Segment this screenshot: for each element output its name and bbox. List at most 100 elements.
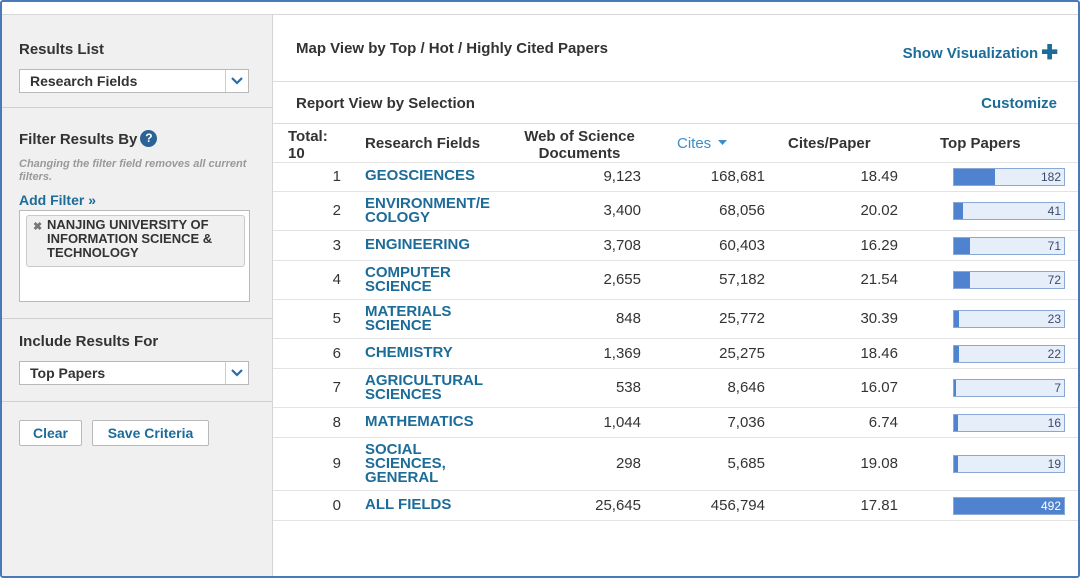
- table-row: 7 AGRICULTURAL SCIENCES 538 8,646 16.07 7: [273, 369, 1078, 408]
- top-papers-bar[interactable]: 16: [953, 414, 1065, 432]
- cites-cell: 7,036: [727, 414, 765, 431]
- documents-cell: 2,655: [603, 271, 641, 288]
- cites-cell: 8,646: [727, 379, 765, 396]
- rank-cell: 7: [332, 379, 341, 396]
- filter-note: Changing the filter field removes all cu…: [19, 158, 247, 183]
- top-papers-value: 22: [1047, 347, 1061, 361]
- top-papers-bar[interactable]: 492: [953, 497, 1065, 515]
- cites-per-paper-cell: 16.29: [860, 237, 898, 254]
- documents-cell: 538: [615, 379, 641, 396]
- top-papers-bar-fill: [954, 203, 963, 219]
- research-field-link[interactable]: ALL FIELDS: [365, 497, 505, 512]
- active-filters-box: ✖ NANJING UNIVERSITY OF INFORMATION SCIE…: [19, 210, 250, 302]
- research-field-line: AGRICULTURAL: [365, 372, 484, 389]
- top-papers-bar-fill: [954, 498, 1064, 514]
- research-field-line: ENVIRONMENT/E: [365, 195, 491, 212]
- cites-per-paper-cell: 21.54: [860, 271, 898, 288]
- research-field-line: SCIENCE: [365, 278, 432, 295]
- add-filter-link[interactable]: Add Filter »: [19, 192, 97, 208]
- research-field-link[interactable]: MATHEMATICS: [365, 414, 505, 429]
- top-papers-value: 7: [1054, 381, 1061, 395]
- rank-cell: 6: [332, 345, 341, 362]
- save-criteria-button[interactable]: Save Criteria: [92, 420, 209, 446]
- research-field-line: COLOGY: [365, 209, 431, 226]
- documents-cell: 3,400: [603, 202, 641, 219]
- top-papers-value: 23: [1047, 312, 1061, 326]
- chevron-down-icon[interactable]: [225, 362, 248, 384]
- research-field-link[interactable]: CHEMISTRY: [365, 345, 505, 360]
- table-row: 1 GEOSCIENCES 9,123 168,681 18.49 182: [273, 162, 1078, 192]
- top-papers-value: 492: [1040, 499, 1061, 513]
- rank-cell: 3: [332, 237, 341, 254]
- research-field-line: SCIENCES: [365, 386, 442, 403]
- cites-per-paper-cell: 20.02: [860, 202, 898, 219]
- research-fields-header[interactable]: Research Fields: [365, 135, 481, 152]
- results-list-select[interactable]: Research Fields: [19, 69, 249, 93]
- research-field-line: ENGINEERING: [365, 236, 471, 253]
- top-papers-bar-fill: [954, 311, 959, 327]
- cites-per-paper-cell: 18.49: [860, 168, 898, 185]
- research-field-link[interactable]: COMPUTER SCIENCE: [365, 264, 505, 295]
- cites-cell: 57,182: [719, 271, 765, 288]
- include-results-select[interactable]: Top Papers: [19, 361, 249, 385]
- top-papers-bar[interactable]: 182: [953, 168, 1065, 186]
- top-papers-header[interactable]: Top Papers: [940, 135, 1021, 152]
- cites-header[interactable]: Cites: [677, 135, 728, 152]
- include-results-value: Top Papers: [30, 365, 106, 381]
- top-papers-bar-fill: [954, 456, 958, 472]
- top-papers-bar-fill: [954, 272, 970, 288]
- top-papers-bar[interactable]: 72: [953, 271, 1065, 289]
- sidebar: Results List Research Fields Filter Resu…: [2, 15, 273, 576]
- research-field-line: MATERIALS: [365, 303, 452, 320]
- map-view-title: Map View by Top / Hot / Highly Cited Pap…: [296, 40, 608, 57]
- rank-cell: 5: [332, 310, 341, 327]
- research-field-link[interactable]: SOCIAL SCIENCES, GENERAL: [365, 442, 505, 485]
- top-papers-bar[interactable]: 23: [953, 310, 1065, 328]
- research-field-line: COMPUTER: [365, 264, 451, 281]
- table-row: 0 ALL FIELDS 25,645 456,794 17.81 492: [273, 491, 1078, 521]
- top-papers-value: 19: [1047, 457, 1061, 471]
- main-divider: [273, 123, 1078, 124]
- research-field-line: GEOSCIENCES: [365, 167, 476, 184]
- show-visualization-link[interactable]: Show Visualization ✚: [903, 40, 1058, 65]
- documents-cell: 1,044: [603, 414, 641, 431]
- top-papers-bar[interactable]: 19: [953, 455, 1065, 473]
- cites-per-paper-header[interactable]: Cites/Paper: [788, 135, 871, 152]
- research-field-link[interactable]: ENGINEERING: [365, 236, 505, 253]
- documents-cell: 298: [615, 455, 641, 472]
- documents-cell: 3,708: [603, 237, 641, 254]
- top-papers-value: 182: [1040, 170, 1061, 184]
- filter-chip: ✖ NANJING UNIVERSITY OF INFORMATION SCIE…: [26, 215, 245, 267]
- cites-cell: 168,681: [710, 168, 765, 185]
- wos-documents-header[interactable]: Web of Science Documents: [524, 128, 635, 162]
- results-list-value: Research Fields: [30, 73, 138, 89]
- cites-cell: 25,772: [719, 310, 765, 327]
- cites-cell: 68,056: [719, 202, 765, 219]
- top-papers-value: 41: [1047, 204, 1061, 218]
- top-papers-bar[interactable]: 41: [953, 202, 1065, 220]
- rank-cell: 0: [332, 497, 341, 514]
- total-header: Total: 10: [288, 128, 328, 162]
- top-papers-bar[interactable]: 7: [953, 379, 1065, 397]
- remove-filter-icon[interactable]: ✖: [33, 221, 43, 233]
- top-papers-bar[interactable]: 22: [953, 345, 1065, 363]
- cites-cell: 5,685: [727, 455, 765, 472]
- cites-per-paper-cell: 18.46: [860, 345, 898, 362]
- rank-cell: 9: [332, 455, 341, 472]
- research-field-link[interactable]: ENVIRONMENT/E COLOGY: [365, 195, 505, 226]
- main-panel: Map View by Top / Hot / Highly Cited Pap…: [273, 15, 1078, 576]
- chevron-down-icon[interactable]: [225, 70, 248, 92]
- research-field-link[interactable]: GEOSCIENCES: [365, 167, 505, 184]
- research-field-link[interactable]: MATERIALS SCIENCE: [365, 303, 505, 333]
- show-visualization-label: Show Visualization: [902, 45, 1039, 62]
- cites-cell: 60,403: [719, 237, 765, 254]
- clear-button[interactable]: Clear: [19, 420, 82, 446]
- help-icon[interactable]: ?: [140, 130, 158, 147]
- table-row: 4 COMPUTER SCIENCE 2,655 57,182 21.54 72: [273, 261, 1078, 300]
- documents-cell: 1,369: [603, 345, 641, 362]
- customize-link[interactable]: Customize: [981, 95, 1057, 112]
- research-field-link[interactable]: AGRICULTURAL SCIENCES: [365, 372, 505, 403]
- table-row: 5 MATERIALS SCIENCE 848 25,772 30.39 23: [273, 300, 1078, 339]
- top-papers-bar[interactable]: 71: [953, 237, 1065, 255]
